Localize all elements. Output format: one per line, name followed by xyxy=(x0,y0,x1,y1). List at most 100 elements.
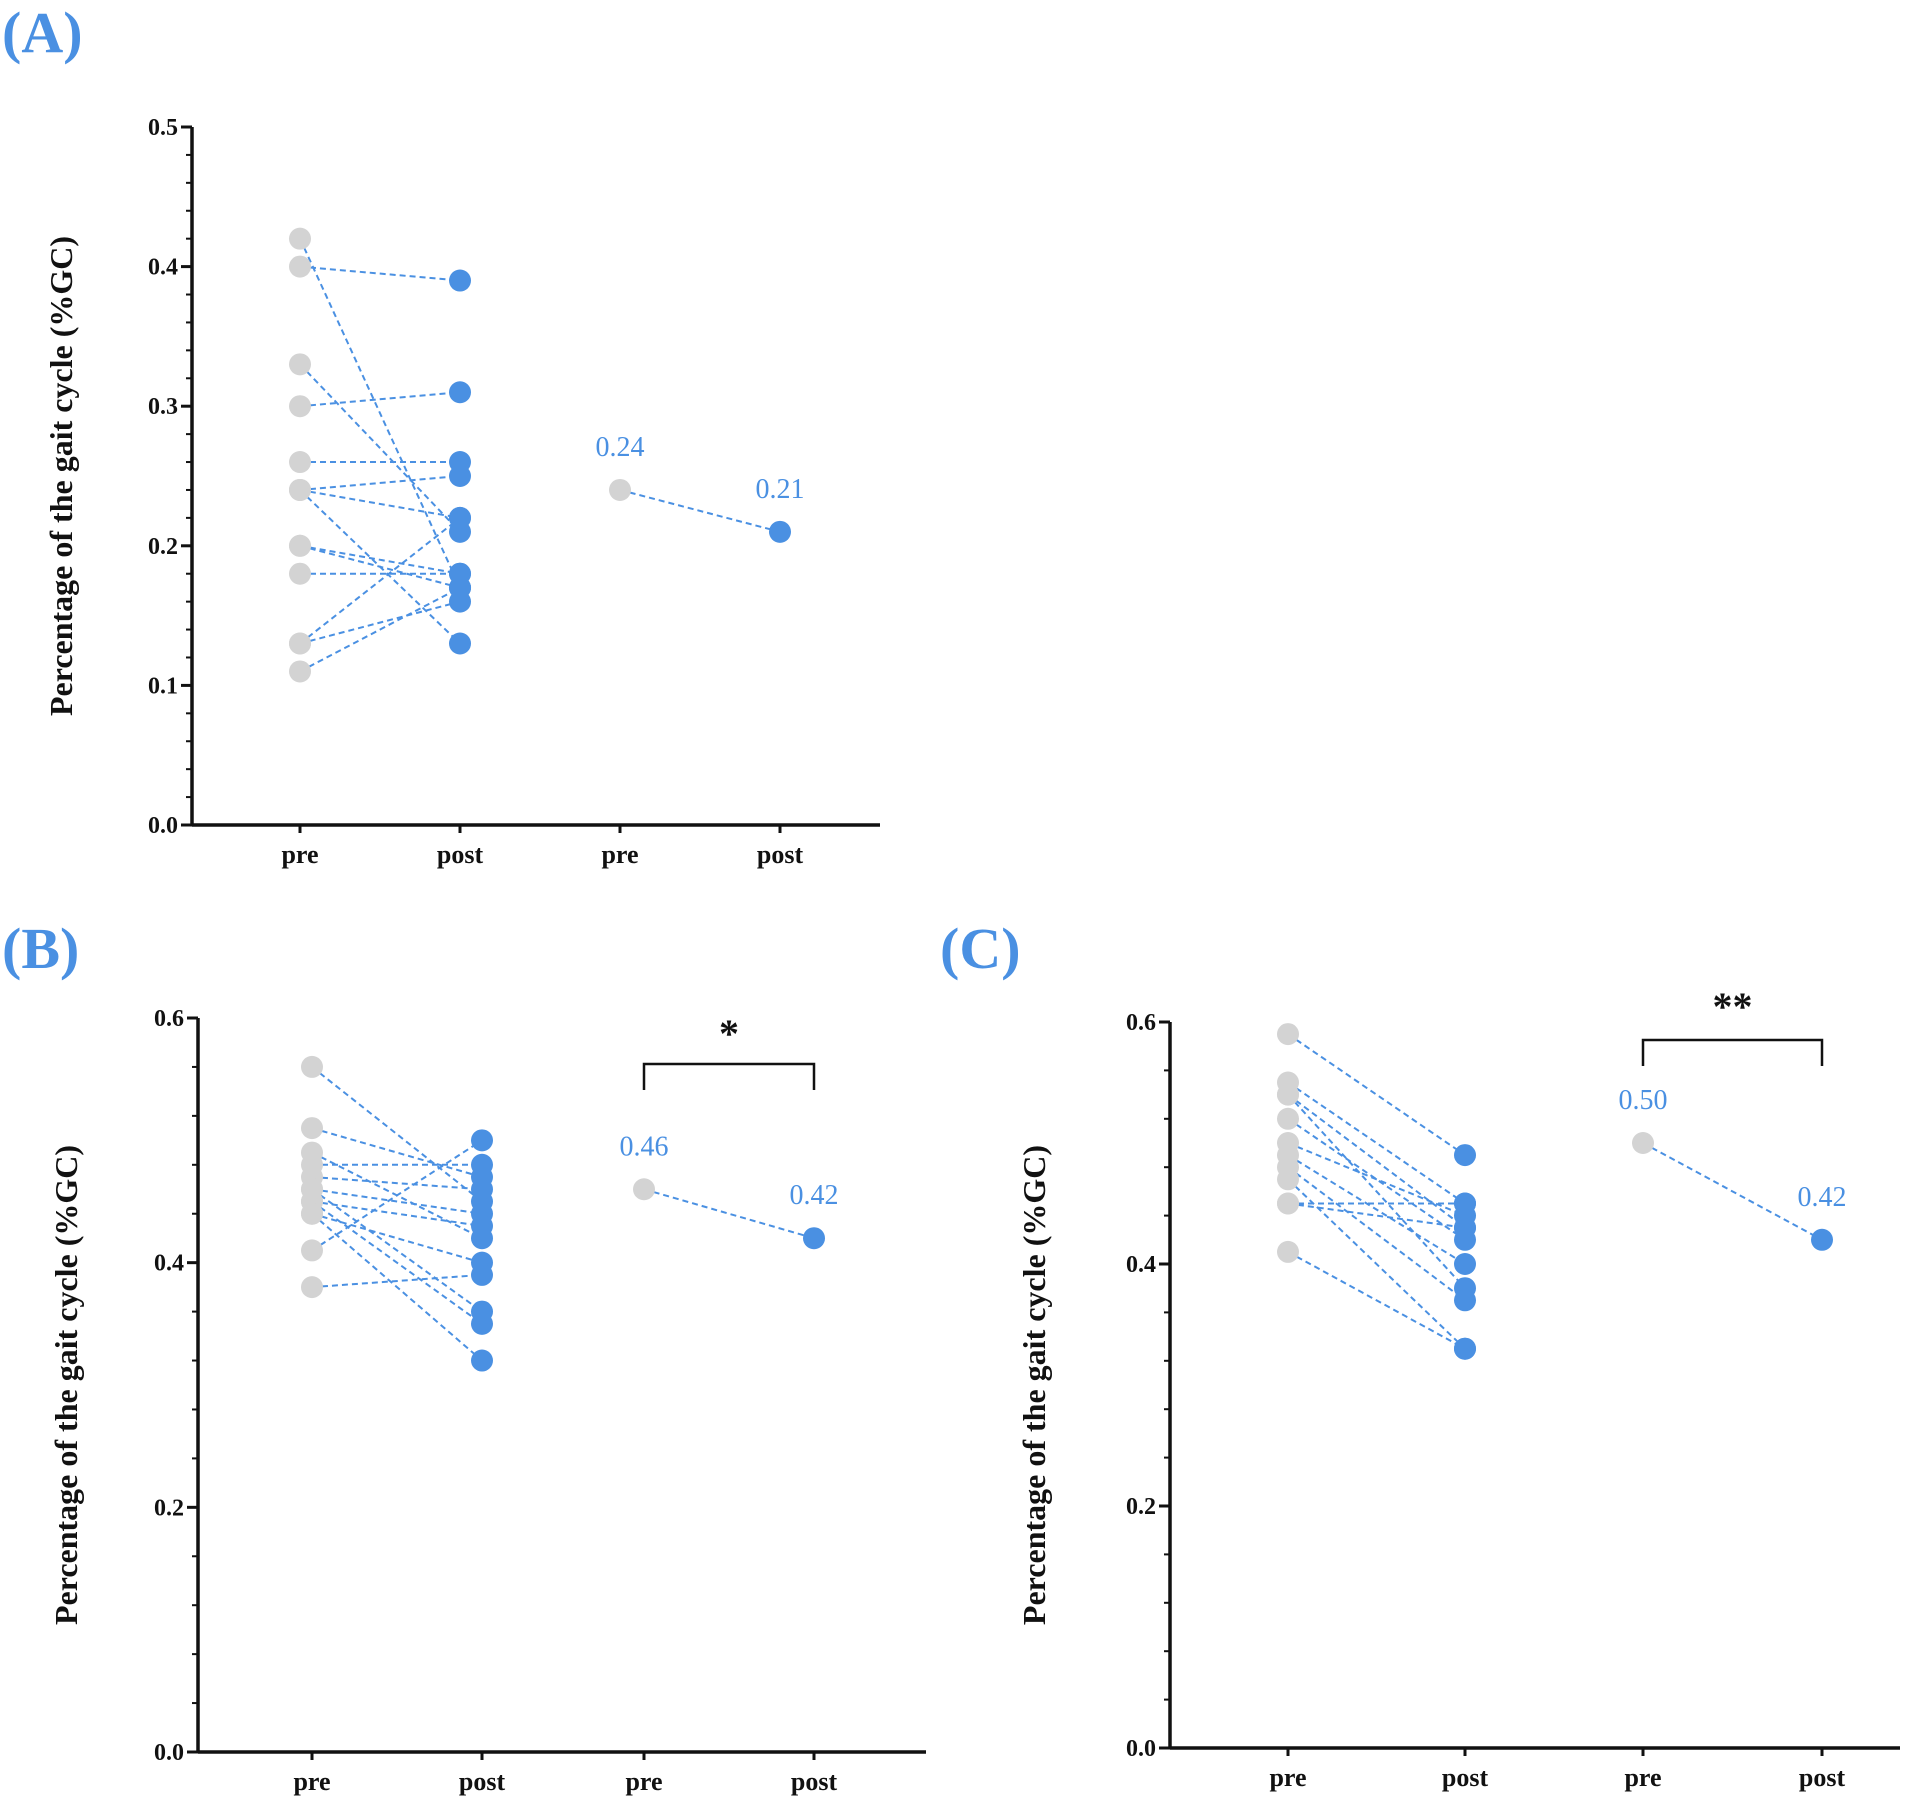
mean-line xyxy=(619,488,781,533)
x-tick-label: post xyxy=(1799,1763,1846,1792)
y-tick-label: 0.6 xyxy=(154,1006,184,1032)
significance-marker: ** xyxy=(1713,984,1753,1029)
post-point xyxy=(1454,1192,1476,1215)
pre-point xyxy=(289,478,311,501)
significance-bracket xyxy=(642,1062,816,1090)
paired-line xyxy=(1287,1093,1466,1229)
post-point xyxy=(449,632,471,655)
y-tick-label: 0.4 xyxy=(154,1251,184,1277)
paired-line xyxy=(311,1188,483,1215)
mean-post-label: 0.21 xyxy=(756,474,805,505)
post-point xyxy=(1454,1337,1476,1360)
y-tick-label: 0.2 xyxy=(148,534,178,560)
pre-point xyxy=(1277,1240,1299,1263)
pre-point xyxy=(1277,1192,1299,1215)
panel-label: (C) xyxy=(940,916,1021,981)
post-point xyxy=(449,269,471,292)
y-tick-label: 0.1 xyxy=(148,673,178,699)
x-tick-label: pre xyxy=(625,1767,662,1796)
paired-line xyxy=(311,1176,483,1191)
post-point xyxy=(471,1214,493,1237)
paired-line xyxy=(1287,1142,1466,1217)
post-point xyxy=(1454,1289,1476,1312)
paired-line xyxy=(299,600,461,645)
post-point xyxy=(471,1129,493,1152)
y-tick-label: 0.6 xyxy=(1126,1010,1156,1036)
pre-point xyxy=(301,1239,323,1262)
y-tick-label: 0.4 xyxy=(148,255,178,281)
x-tick-label: pre xyxy=(601,840,638,869)
post-point xyxy=(1454,1144,1476,1167)
paired-line xyxy=(311,1200,483,1325)
y-tick-label: 0.0 xyxy=(148,813,178,839)
paired-line xyxy=(299,488,461,519)
x-tick-label: pre xyxy=(293,1767,330,1796)
pre-point xyxy=(289,227,311,250)
mean-post-point xyxy=(1811,1228,1833,1251)
significance-marker: * xyxy=(719,1011,739,1056)
mean-post-label: 0.42 xyxy=(1798,1182,1847,1213)
paired-line xyxy=(1287,1154,1466,1265)
panel-label: (B) xyxy=(2,916,79,981)
paired-line xyxy=(1287,1033,1466,1156)
x-tick-label: post xyxy=(757,840,804,869)
pre-point xyxy=(289,395,311,418)
pre-point xyxy=(289,451,311,474)
paired-line xyxy=(311,1139,483,1252)
x-tick-label: post xyxy=(459,1767,506,1796)
pre-point xyxy=(289,562,311,585)
paired-line xyxy=(299,544,461,575)
pre-point xyxy=(1277,1023,1299,1046)
x-tick-label: post xyxy=(437,840,484,869)
post-point xyxy=(1454,1253,1476,1275)
pre-point xyxy=(289,632,311,655)
y-tick-label: 0.2 xyxy=(154,1495,184,1521)
post-point xyxy=(1454,1216,1476,1239)
mean-pre-label: 0.50 xyxy=(1619,1085,1668,1116)
paired-line xyxy=(311,1212,483,1362)
post-point xyxy=(449,381,471,404)
pre-point xyxy=(301,1202,323,1225)
y-tick-label: 0.2 xyxy=(1126,1494,1156,1520)
paired-line xyxy=(299,544,461,589)
pre-point xyxy=(289,534,311,557)
mean-pre-point xyxy=(609,478,631,501)
significance-bracket xyxy=(1641,1038,1824,1066)
pre-point xyxy=(301,1276,323,1299)
pre-point xyxy=(1277,1107,1299,1130)
pre-point xyxy=(301,1117,323,1140)
pre-point xyxy=(1277,1168,1299,1191)
mean-line xyxy=(643,1188,815,1240)
pre-point xyxy=(1277,1083,1299,1106)
paired-line xyxy=(311,1188,483,1313)
post-point xyxy=(471,1153,493,1176)
pre-point xyxy=(289,255,311,278)
paired-line xyxy=(299,363,461,533)
paired-line xyxy=(311,1127,483,1178)
x-tick-label: post xyxy=(791,1767,838,1796)
x-tick-label: pre xyxy=(281,840,318,869)
mean-post-point xyxy=(803,1227,825,1250)
paired-line xyxy=(1287,1202,1466,1229)
x-tick-label: pre xyxy=(1269,1763,1306,1792)
y-axis-title: Percentage of the gait cycle (%GC) xyxy=(1016,1145,1052,1625)
post-point xyxy=(471,1178,493,1201)
paired-line xyxy=(1287,1093,1466,1289)
mean-line xyxy=(1642,1142,1823,1241)
mean-post-point xyxy=(769,520,791,543)
paired-line xyxy=(299,265,461,282)
y-tick-label: 0.4 xyxy=(1126,1252,1156,1278)
panel-a: (A) Percentage of the gait cycle (%GC) 0.0… xyxy=(2,0,880,869)
paired-line xyxy=(299,517,461,645)
paired-line xyxy=(299,391,461,408)
pre-point xyxy=(289,353,311,376)
mean-post-label: 0.42 xyxy=(790,1180,839,1211)
y-tick-label: 0.0 xyxy=(1126,1736,1156,1762)
paired-line xyxy=(311,1200,483,1227)
post-point xyxy=(471,1312,493,1335)
y-tick-label: 0.3 xyxy=(148,394,178,420)
paired-line xyxy=(311,1066,483,1203)
mean-pre-point xyxy=(633,1178,655,1201)
mean-pre-label: 0.24 xyxy=(596,432,645,463)
mean-pre-label: 0.46 xyxy=(620,1131,669,1162)
